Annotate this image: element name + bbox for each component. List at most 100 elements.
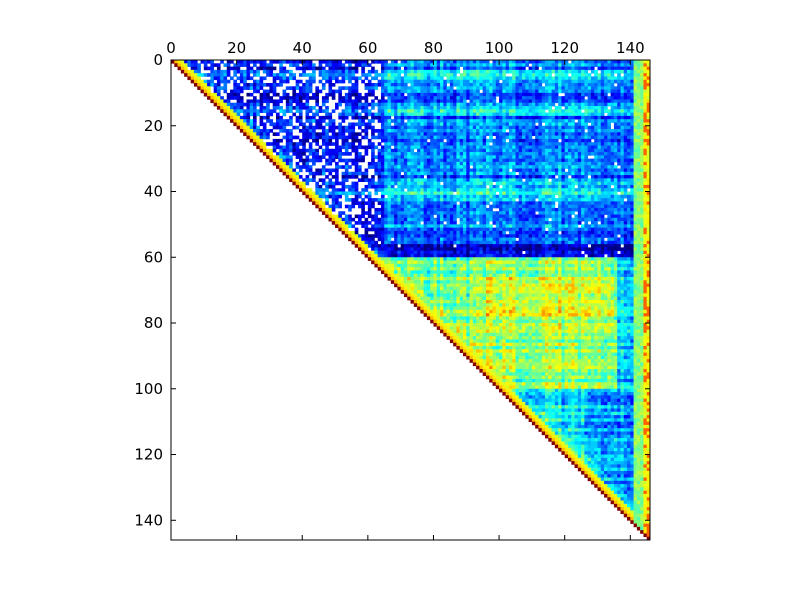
heatmap-cell [312, 198, 316, 202]
heatmap-cell [620, 201, 625, 206]
heatmap-cell [308, 158, 313, 163]
heatmap-cell [515, 66, 520, 71]
heatmap-cell [564, 194, 569, 199]
heatmap-cell [417, 112, 421, 117]
heatmap-cell [466, 106, 470, 110]
heatmap-cell [640, 194, 644, 199]
heatmap-cell [266, 119, 270, 123]
heatmap-cell [587, 92, 592, 97]
heatmap-cell [518, 69, 523, 74]
heatmap-cell [305, 178, 310, 182]
heatmap-cell [482, 138, 487, 143]
heatmap-cell [358, 96, 362, 100]
heatmap-cell [551, 181, 556, 186]
heatmap-cell [538, 102, 543, 107]
heatmap-cell [377, 79, 382, 84]
heatmap-cell [512, 86, 516, 90]
heatmap-cell [604, 161, 608, 166]
heatmap-cell [364, 76, 369, 81]
heatmap-cell [541, 135, 546, 140]
heatmap-cell [528, 106, 533, 110]
heatmap-cell [627, 145, 631, 150]
heatmap-cell [410, 66, 415, 71]
heatmap-cell [449, 138, 454, 143]
heatmap-cell [587, 60, 592, 64]
heatmap-cell [613, 201, 618, 206]
heatmap-cell [590, 188, 595, 192]
heatmap-cell [361, 175, 365, 179]
heatmap-cell [646, 63, 651, 67]
heatmap-cell [374, 73, 379, 77]
heatmap-cell [433, 201, 438, 206]
heatmap-cell [489, 158, 493, 163]
heatmap-cell [508, 122, 513, 127]
heatmap-cell [584, 171, 589, 176]
heatmap-cell [636, 191, 641, 196]
heatmap-cell [587, 132, 592, 136]
heatmap-cell [430, 83, 434, 87]
heatmap-cell [279, 76, 283, 81]
heatmap-cell [630, 112, 634, 117]
heatmap-cell [522, 119, 526, 123]
heatmap-cell [262, 132, 267, 136]
heatmap-cell [384, 204, 388, 209]
heatmap-cell [348, 69, 352, 74]
heatmap-cell [341, 69, 346, 74]
heatmap-cell [397, 178, 402, 182]
heatmap-cell [308, 63, 313, 67]
heatmap-cell [479, 148, 484, 153]
heatmap-cell [469, 135, 474, 140]
heatmap-cell [558, 132, 562, 136]
heatmap-cell [400, 138, 405, 143]
heatmap-cell [394, 96, 398, 100]
heatmap-cell [371, 69, 375, 74]
heatmap-cell [348, 204, 352, 209]
heatmap-cell [600, 201, 605, 206]
heatmap-cell [226, 96, 231, 100]
heatmap-cell [361, 155, 365, 159]
heatmap-cell [348, 171, 352, 176]
heatmap-cell [440, 145, 444, 150]
heatmap-cell [482, 132, 487, 136]
heatmap-cell [508, 178, 513, 182]
heatmap-cell [515, 69, 520, 74]
heatmap-cell [361, 178, 365, 182]
heatmap-cell [315, 201, 319, 206]
heatmap-cell [561, 86, 566, 90]
heatmap-cell [456, 204, 461, 209]
heatmap-cell [420, 198, 424, 202]
heatmap-cell [462, 184, 467, 189]
heatmap-cell [594, 89, 598, 94]
heatmap-cell [364, 106, 369, 110]
heatmap-cell [338, 96, 342, 100]
heatmap-cell [581, 188, 585, 192]
heatmap-cell [469, 92, 474, 97]
heatmap-cell [522, 102, 526, 107]
heatmap-cell [466, 198, 470, 202]
heatmap-cell [541, 168, 546, 173]
heatmap-cell [581, 69, 585, 74]
heatmap-cell [407, 145, 411, 150]
heatmap-cell [295, 92, 300, 97]
heatmap-cell [384, 60, 388, 64]
heatmap-cell [584, 138, 589, 143]
heatmap-cell [469, 207, 474, 212]
heatmap-cell [472, 181, 477, 186]
heatmap-cell [410, 115, 415, 120]
heatmap-cell [571, 175, 575, 179]
heatmap-cell [420, 69, 424, 74]
heatmap-cell [390, 138, 395, 143]
heatmap-cell [561, 69, 566, 74]
heatmap-cell [413, 178, 418, 182]
heatmap-cell [567, 181, 572, 186]
heatmap-cell [233, 102, 237, 107]
heatmap-cell [558, 76, 562, 81]
heatmap-cell [485, 145, 490, 150]
heatmap-cell [321, 86, 326, 90]
heatmap-cell [239, 79, 244, 84]
heatmap-cell [295, 79, 300, 84]
heatmap-cell [469, 152, 474, 156]
heatmap-cell [528, 89, 533, 94]
heatmap-cell [351, 191, 356, 196]
heatmap-cell [472, 188, 477, 192]
